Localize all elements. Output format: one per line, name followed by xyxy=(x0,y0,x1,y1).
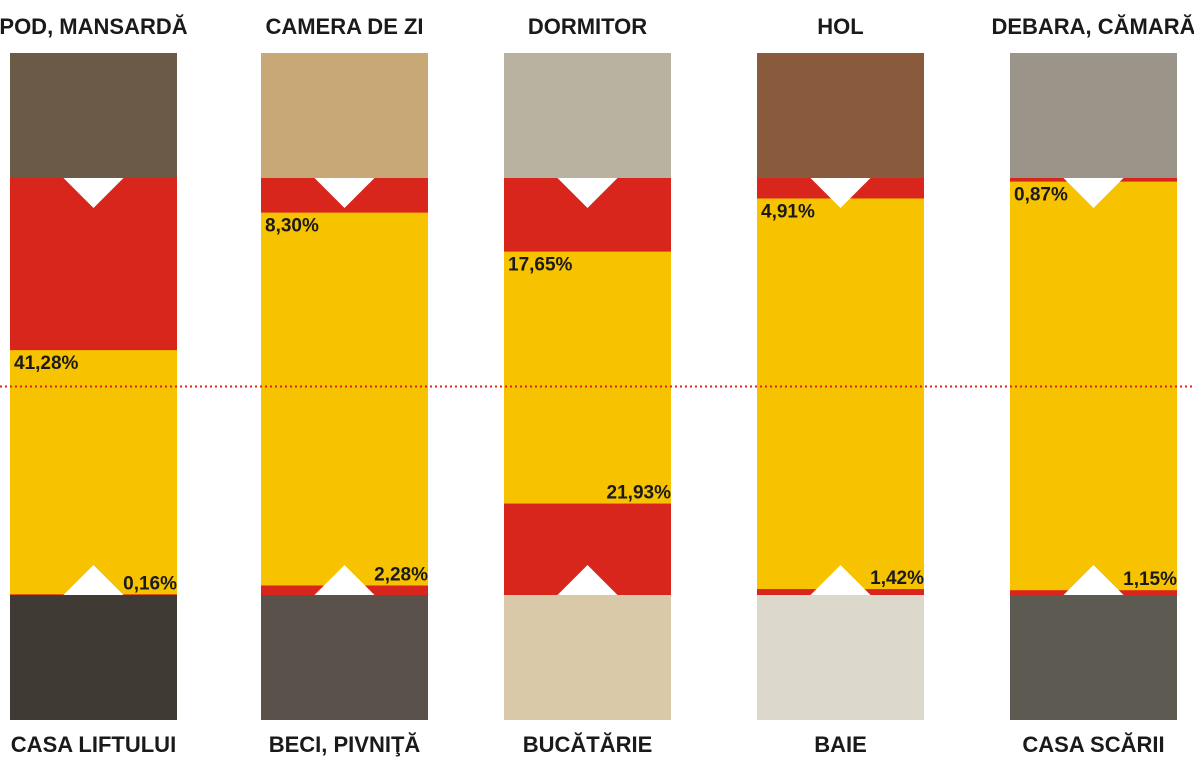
value-label: 1,42% xyxy=(870,568,924,589)
value-label: 0,87% xyxy=(1014,185,1068,206)
value-label: 2,28% xyxy=(374,564,428,585)
category-top: HOL xyxy=(817,14,863,39)
photo xyxy=(1010,53,1177,178)
marker xyxy=(314,565,375,595)
photo xyxy=(757,595,924,720)
photo xyxy=(10,53,177,178)
value-label: 21,93% xyxy=(607,483,672,504)
marker xyxy=(810,565,871,595)
category-bottom: CASA LIFTULUI xyxy=(11,732,176,757)
marker xyxy=(314,178,375,208)
category-top: DEBARA, CĂMARĂ xyxy=(991,14,1194,39)
marker xyxy=(557,565,618,595)
category-top: POD, MANSARDĂ xyxy=(0,14,188,39)
marker xyxy=(63,565,124,595)
marker xyxy=(557,178,618,208)
category-bottom: BECI, PIVNIŢĂ xyxy=(269,732,421,757)
photo xyxy=(757,53,924,178)
marker xyxy=(810,178,871,208)
column-base xyxy=(1010,178,1177,595)
marker xyxy=(1063,565,1124,595)
photo xyxy=(504,595,671,720)
value-label: 41,28% xyxy=(14,353,79,374)
photo xyxy=(261,595,428,720)
value-label: 4,91% xyxy=(761,201,815,222)
value-label: 1,15% xyxy=(1123,569,1177,590)
category-top: CAMERA DE ZI xyxy=(265,14,423,39)
value-label: 17,65% xyxy=(508,255,573,276)
photo xyxy=(504,53,671,178)
photo xyxy=(10,595,177,720)
value-label: 0,16% xyxy=(123,573,177,594)
photo xyxy=(1010,595,1177,720)
photo xyxy=(261,53,428,178)
marker xyxy=(63,178,124,208)
category-bottom: CASA SCĂRII xyxy=(1022,732,1164,757)
category-bottom: BUCĂTĂRIE xyxy=(523,732,653,757)
value-label: 8,30% xyxy=(265,216,319,237)
category-bottom: BAIE xyxy=(814,732,867,757)
category-top: DORMITOR xyxy=(528,14,647,39)
photos xyxy=(10,53,1177,720)
marker xyxy=(1063,178,1124,208)
